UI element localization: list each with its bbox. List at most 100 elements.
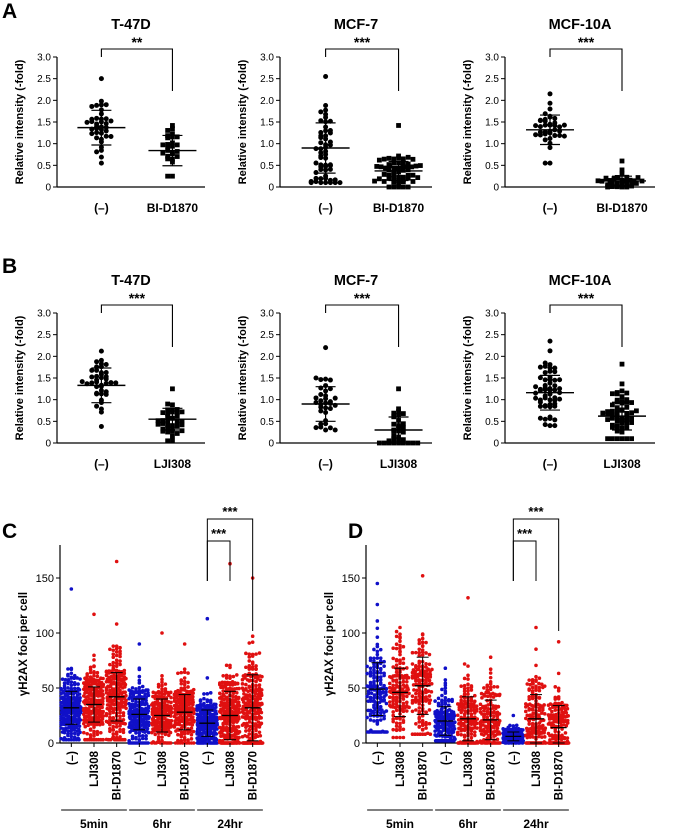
data-point bbox=[242, 711, 246, 716]
data-point bbox=[488, 655, 493, 659]
data-point bbox=[629, 420, 634, 425]
data-point bbox=[619, 361, 625, 367]
data-point bbox=[417, 641, 422, 646]
data-point bbox=[246, 699, 250, 703]
chart-b3: MCF-10A Relative intensity (-fold) 0 0.5 1.0… bbox=[462, 273, 655, 471]
data-point bbox=[417, 661, 422, 666]
data-point bbox=[228, 665, 232, 670]
data-point bbox=[108, 722, 112, 727]
data-point bbox=[256, 711, 261, 716]
data-point bbox=[427, 678, 432, 683]
data-point bbox=[624, 425, 630, 431]
data-point bbox=[462, 683, 467, 688]
data-point bbox=[134, 731, 138, 735]
data-point bbox=[95, 670, 100, 675]
data-point bbox=[547, 362, 553, 368]
data-point bbox=[463, 705, 467, 710]
data-point bbox=[240, 723, 245, 727]
data-point bbox=[257, 730, 262, 735]
data-point bbox=[466, 664, 470, 668]
data-point bbox=[237, 703, 242, 708]
data-point bbox=[480, 696, 484, 700]
data-point bbox=[375, 581, 380, 586]
data-point bbox=[128, 730, 132, 734]
data-point bbox=[95, 722, 99, 727]
data-point bbox=[485, 711, 490, 716]
y-tick-label: 0.5 bbox=[260, 161, 274, 172]
data-point bbox=[547, 714, 551, 719]
chart-title: MCF-10A bbox=[549, 273, 612, 289]
data-point bbox=[92, 612, 96, 617]
data-point bbox=[118, 652, 122, 656]
data-point bbox=[104, 679, 109, 684]
data-point bbox=[485, 736, 490, 741]
data-point bbox=[378, 675, 383, 679]
data-point bbox=[420, 644, 425, 649]
data-point bbox=[427, 694, 432, 698]
data-point bbox=[485, 694, 490, 699]
data-point bbox=[511, 713, 516, 718]
data-point bbox=[534, 688, 538, 692]
data-point bbox=[614, 184, 620, 190]
data-point bbox=[103, 376, 109, 382]
data-point bbox=[179, 682, 184, 686]
data-point bbox=[459, 695, 464, 699]
y-axis-label: Relative intensity (-fold) bbox=[462, 315, 474, 440]
y-tick-label: 2.0 bbox=[485, 352, 499, 363]
y-tick-label: 1.5 bbox=[485, 118, 499, 129]
data-point bbox=[396, 406, 401, 412]
data-point bbox=[89, 119, 95, 125]
data-point bbox=[100, 710, 105, 715]
data-point bbox=[114, 559, 119, 564]
data-point bbox=[111, 652, 116, 656]
data-point bbox=[443, 695, 448, 700]
data-point bbox=[494, 693, 499, 698]
data-point bbox=[466, 673, 470, 678]
data-point bbox=[172, 714, 177, 719]
data-point bbox=[472, 701, 476, 706]
data-point bbox=[160, 142, 166, 148]
x-tick-label: (–) bbox=[440, 751, 452, 765]
data-point bbox=[108, 709, 112, 714]
data-point bbox=[391, 410, 397, 416]
data-point bbox=[372, 656, 376, 661]
data-point bbox=[182, 732, 187, 736]
chart-a2: MCF-7 Relative intensity (-fold) 0 0.5 1.0 1.… bbox=[237, 17, 432, 215]
significance-bracket bbox=[325, 304, 400, 347]
y-tick-label: 0 bbox=[268, 439, 274, 450]
data-point bbox=[69, 737, 74, 742]
data-point bbox=[163, 732, 168, 737]
data-point bbox=[137, 681, 142, 685]
data-point bbox=[542, 395, 548, 401]
data-point bbox=[76, 682, 80, 686]
significance-stars: *** bbox=[528, 504, 544, 519]
data-point bbox=[153, 732, 157, 737]
data-point bbox=[605, 436, 610, 442]
data-point bbox=[414, 650, 418, 655]
data-point bbox=[108, 118, 114, 124]
data-point bbox=[605, 184, 610, 190]
data-point bbox=[443, 683, 448, 688]
data-point bbox=[398, 646, 402, 651]
data-point bbox=[174, 134, 180, 140]
data-point bbox=[254, 652, 258, 656]
data-point bbox=[192, 719, 196, 724]
data-point bbox=[378, 670, 383, 675]
significance-bracket bbox=[325, 48, 400, 91]
data-point bbox=[562, 706, 567, 711]
data-point bbox=[254, 664, 258, 668]
data-point bbox=[327, 406, 333, 412]
data-point bbox=[394, 724, 399, 728]
data-point bbox=[202, 692, 206, 696]
data-point bbox=[388, 681, 392, 686]
data-point bbox=[469, 732, 474, 736]
data-point bbox=[186, 731, 190, 735]
data-point bbox=[103, 102, 109, 108]
data-point bbox=[172, 725, 177, 729]
data-point bbox=[406, 687, 410, 692]
data-point bbox=[69, 683, 74, 688]
data-point bbox=[400, 179, 406, 185]
y-tick-label: 1.5 bbox=[485, 374, 499, 385]
data-point bbox=[254, 717, 258, 722]
significance-stars: *** bbox=[354, 290, 371, 306]
